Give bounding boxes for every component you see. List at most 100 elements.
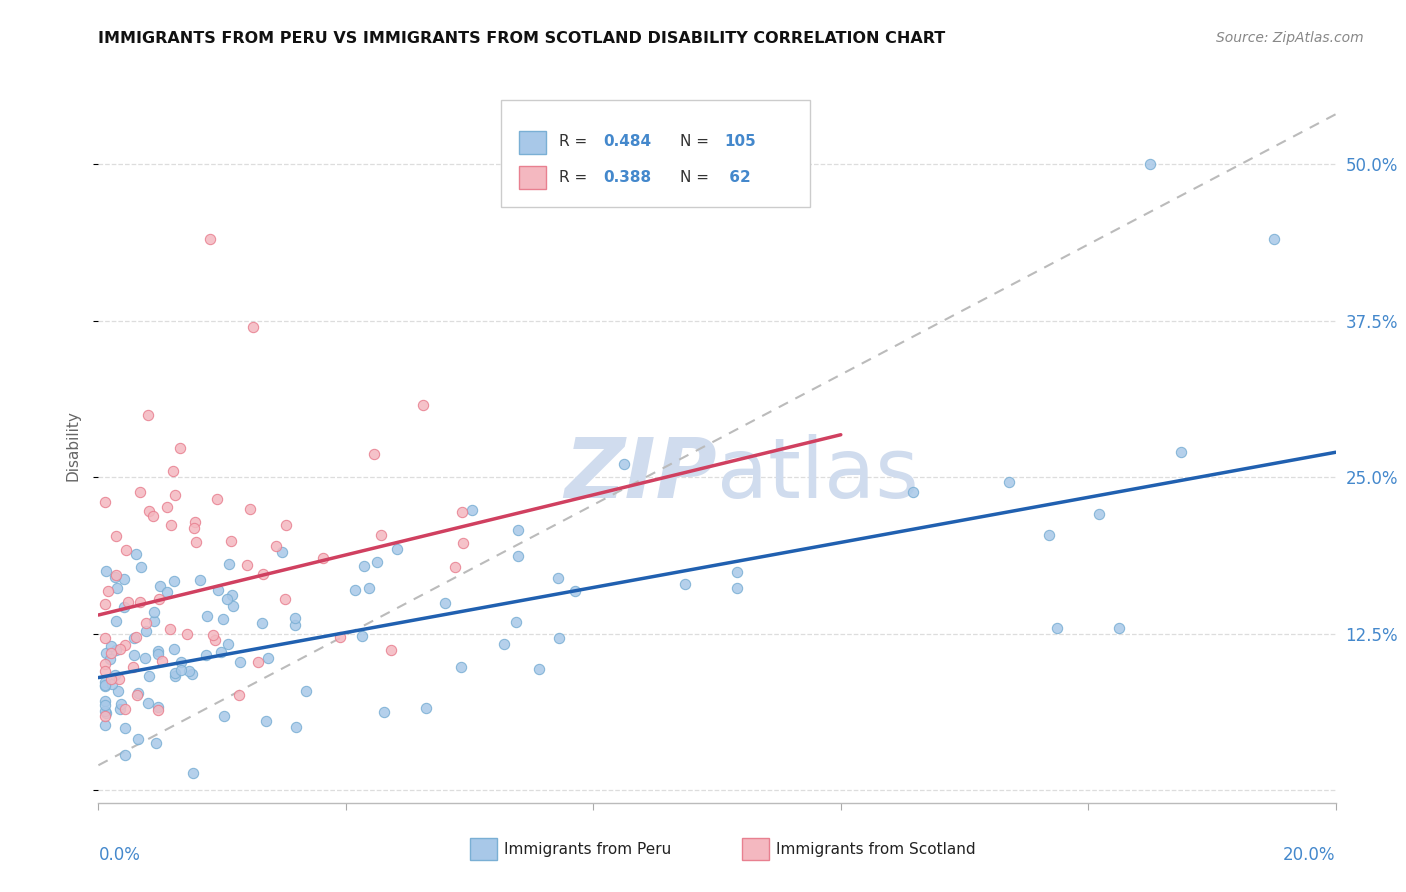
Point: [284, 617, 307, 632]
Point: [107, 684, 129, 698]
Bar: [470, 838, 496, 860]
Point: [564, 583, 586, 598]
Point: [93, 709, 115, 723]
Point: [284, 720, 307, 734]
Point: [170, 656, 193, 670]
Point: [93, 675, 115, 690]
Point: [195, 648, 218, 663]
Point: [114, 543, 136, 558]
Point: [150, 654, 173, 668]
Point: [122, 659, 145, 673]
Point: [105, 581, 128, 595]
Point: [252, 566, 274, 581]
Point: [104, 668, 127, 682]
Point: [125, 547, 148, 561]
Point: [93, 678, 115, 692]
Point: [93, 705, 115, 719]
Point: [114, 721, 136, 735]
Point: [93, 718, 115, 732]
Point: [329, 631, 352, 645]
Text: N =: N =: [681, 135, 714, 150]
Point: [122, 631, 145, 645]
Point: [170, 663, 193, 677]
Point: [205, 491, 228, 506]
Point: [228, 688, 250, 702]
Point: [284, 611, 307, 625]
Bar: [519, 166, 547, 189]
Point: [163, 665, 186, 680]
Point: [1046, 621, 1069, 635]
Point: [212, 612, 235, 626]
Text: IMMIGRANTS FROM PERU VS IMMIGRANTS FROM SCOTLAND DISABILITY CORRELATION CHART: IMMIGRANTS FROM PERU VS IMMIGRANTS FROM …: [98, 31, 946, 46]
Point: [135, 615, 157, 630]
Text: 20.0%: 20.0%: [1284, 846, 1336, 863]
Point: [107, 672, 129, 686]
Point: [108, 642, 131, 657]
Point: [128, 595, 150, 609]
Point: [295, 683, 318, 698]
Point: [901, 485, 924, 500]
Point: [114, 748, 136, 763]
Point: [207, 582, 229, 597]
Point: [508, 523, 530, 537]
Point: [998, 475, 1021, 490]
FancyBboxPatch shape: [501, 100, 810, 207]
Point: [100, 640, 122, 654]
Point: [122, 648, 145, 663]
Point: [209, 645, 232, 659]
Point: [97, 584, 120, 599]
Point: [363, 447, 385, 461]
Point: [673, 576, 696, 591]
Point: [162, 463, 184, 477]
Point: [412, 398, 434, 412]
Point: [461, 503, 484, 517]
Point: [264, 539, 287, 553]
Point: [93, 657, 115, 672]
Point: [110, 698, 132, 712]
Point: [138, 669, 160, 683]
Point: [359, 581, 381, 595]
Point: [312, 551, 335, 566]
Text: 0.388: 0.388: [603, 170, 651, 186]
Point: [104, 567, 127, 582]
Point: [198, 232, 221, 246]
Point: [547, 571, 569, 585]
Point: [94, 706, 117, 720]
Point: [725, 565, 748, 579]
Point: [134, 651, 156, 665]
Point: [353, 559, 375, 574]
Point: [1170, 445, 1192, 459]
Point: [114, 702, 136, 716]
Point: [160, 518, 183, 533]
Text: atlas: atlas: [717, 434, 918, 515]
Point: [112, 572, 135, 586]
Point: [1139, 157, 1161, 171]
Point: [239, 501, 262, 516]
Point: [190, 573, 212, 587]
Text: Immigrants from Scotland: Immigrants from Scotland: [776, 842, 976, 856]
Text: 0.0%: 0.0%: [98, 846, 141, 863]
Point: [181, 766, 204, 780]
Point: [159, 622, 181, 636]
Point: [444, 560, 467, 574]
Point: [148, 592, 170, 607]
Point: [176, 627, 198, 641]
Point: [162, 642, 184, 657]
Point: [370, 528, 392, 542]
Point: [149, 579, 172, 593]
Point: [136, 408, 159, 422]
Point: [548, 631, 571, 645]
Point: [725, 582, 748, 596]
Point: [94, 646, 117, 660]
Point: [93, 664, 115, 678]
Point: [274, 592, 297, 607]
Point: [366, 555, 388, 569]
Point: [201, 628, 224, 642]
Text: ZIP: ZIP: [564, 434, 717, 515]
Point: [219, 534, 242, 549]
Point: [450, 659, 472, 673]
Text: R =: R =: [558, 170, 592, 186]
Point: [274, 517, 297, 532]
Point: [492, 636, 515, 650]
Point: [146, 703, 169, 717]
